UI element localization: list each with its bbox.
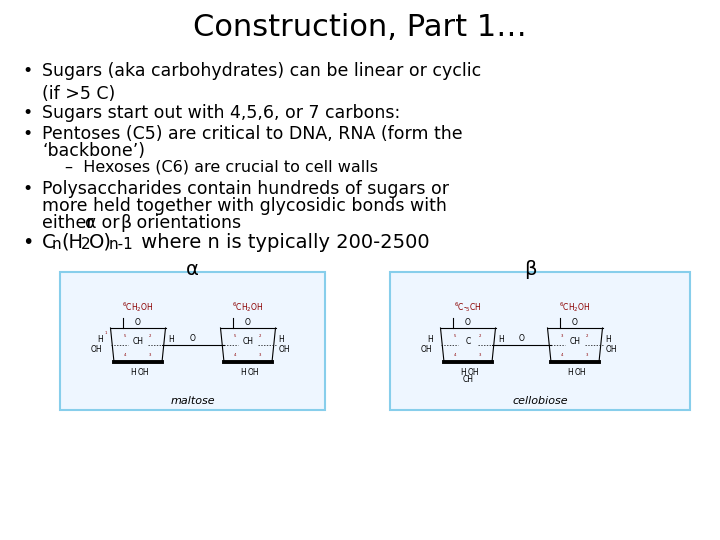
Text: $^3$: $^3$	[585, 353, 590, 357]
Text: H: H	[498, 335, 504, 345]
Text: –  Hexoses (C6) are crucial to cell walls: – Hexoses (C6) are crucial to cell walls	[65, 159, 378, 174]
Text: (H: (H	[61, 233, 83, 252]
Text: $^4$: $^4$	[560, 353, 564, 357]
Text: Sugars (aka carbohydrates) can be linear or cyclic
(if >5 C): Sugars (aka carbohydrates) can be linear…	[42, 62, 481, 103]
Text: either: either	[42, 214, 99, 232]
Text: $^4$: $^4$	[123, 353, 127, 357]
Text: O: O	[465, 318, 471, 327]
Text: H: H	[460, 368, 466, 377]
Text: •: •	[22, 180, 32, 198]
FancyBboxPatch shape	[390, 272, 690, 410]
Text: O: O	[135, 318, 141, 327]
Text: OH: OH	[91, 346, 102, 354]
Text: $^3$: $^3$	[560, 333, 564, 339]
Text: •: •	[22, 104, 32, 122]
Text: O: O	[190, 334, 196, 343]
Text: more held together with glycosidic bonds with: more held together with glycosidic bonds…	[42, 197, 447, 215]
Text: β: β	[120, 214, 131, 232]
Text: n: n	[52, 237, 62, 252]
Text: $^6$C-$_5$CH: $^6$C-$_5$CH	[454, 300, 482, 314]
FancyBboxPatch shape	[60, 272, 325, 410]
Text: H: H	[427, 335, 433, 345]
Text: Pentoses (C5) are critical to DNA, RNA (form the: Pentoses (C5) are critical to DNA, RNA (…	[42, 125, 463, 143]
Text: O): O)	[89, 233, 112, 252]
Text: orientations: orientations	[131, 214, 241, 232]
Text: ‘backbone’): ‘backbone’)	[42, 142, 145, 160]
Text: β: β	[523, 260, 536, 279]
Text: $^2$: $^2$	[478, 333, 482, 339]
Text: H: H	[96, 335, 102, 345]
Text: where n is typically 200-2500: where n is typically 200-2500	[135, 233, 430, 252]
Text: H: H	[567, 368, 573, 377]
Text: OH: OH	[606, 346, 617, 354]
Text: $^6$CH$_2$OH: $^6$CH$_2$OH	[233, 300, 264, 314]
Text: C: C	[465, 338, 471, 347]
Text: $^3$: $^3$	[478, 353, 482, 357]
Text: $^2$: $^2$	[148, 333, 153, 339]
Text: 2: 2	[81, 237, 91, 252]
Text: OH: OH	[247, 368, 258, 377]
Text: $^3$: $^3$	[258, 353, 263, 357]
Text: $^5$: $^5$	[123, 333, 127, 339]
Text: Construction, Part 1…: Construction, Part 1…	[193, 13, 527, 42]
Text: $^1$: $^1$	[104, 330, 109, 335]
Text: H: H	[279, 335, 284, 345]
Text: OH: OH	[467, 368, 479, 377]
Text: $^5$: $^5$	[233, 333, 238, 339]
Text: Sugars start out with 4,5,6, or 7 carbons:: Sugars start out with 4,5,6, or 7 carbon…	[42, 104, 400, 122]
Text: α: α	[186, 260, 199, 279]
Text: $^2$: $^2$	[585, 333, 590, 339]
Text: $^5$: $^5$	[454, 333, 457, 339]
Text: CH: CH	[132, 338, 143, 347]
Text: OH: OH	[421, 346, 433, 354]
Text: $^3$: $^3$	[148, 353, 153, 357]
Text: O: O	[518, 334, 524, 343]
Text: OH: OH	[138, 368, 149, 377]
Text: OH: OH	[279, 346, 290, 354]
Text: CH: CH	[462, 375, 474, 384]
Text: $^4$: $^4$	[454, 353, 458, 357]
Text: Polysaccharides contain hundreds of sugars or: Polysaccharides contain hundreds of suga…	[42, 180, 449, 198]
Text: •: •	[22, 125, 32, 143]
Text: α: α	[85, 214, 96, 232]
Text: H: H	[168, 335, 174, 345]
Text: •: •	[22, 62, 32, 80]
Text: maltose: maltose	[170, 396, 215, 406]
Text: or: or	[96, 214, 125, 232]
Text: H: H	[606, 335, 611, 345]
Text: cellobiose: cellobiose	[512, 396, 568, 406]
Text: O: O	[245, 318, 251, 327]
Text: $^4$: $^4$	[233, 353, 238, 357]
Text: H: H	[240, 368, 246, 377]
Text: C: C	[42, 233, 55, 252]
Text: •: •	[22, 233, 33, 252]
Text: CH: CH	[570, 338, 580, 347]
Text: OH: OH	[574, 368, 586, 377]
Text: $^2$: $^2$	[258, 333, 263, 339]
Text: $^6$CH$_2$OH: $^6$CH$_2$OH	[559, 300, 590, 314]
Text: n-1: n-1	[109, 237, 134, 252]
Text: O: O	[572, 318, 578, 327]
Text: H: H	[130, 368, 136, 377]
Text: CH: CH	[243, 338, 253, 347]
Text: $^6$CH$_2$OH: $^6$CH$_2$OH	[122, 300, 154, 314]
